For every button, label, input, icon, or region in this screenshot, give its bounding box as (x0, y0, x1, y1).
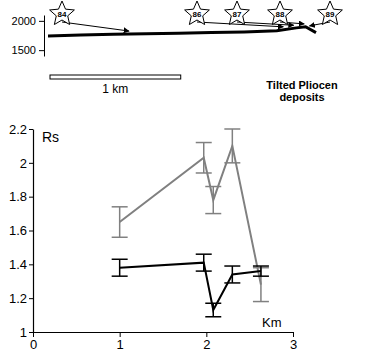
tick: 1500 (12, 44, 44, 56)
tick-label: 2 (203, 337, 210, 352)
error-cap (224, 282, 240, 284)
tick: 3 (290, 332, 297, 352)
station-label: 88 (276, 10, 285, 19)
annotation: Tilted Pliocen (266, 79, 338, 91)
tick: 1.8 (9, 189, 33, 204)
axis-line (44, 16, 45, 57)
annotation: deposits (279, 91, 324, 103)
x-axis: 0 1 2 3 (30, 332, 297, 352)
plot-area (112, 129, 269, 317)
series-line (120, 263, 261, 310)
station-label: 89 (326, 10, 335, 19)
tick: 2 (20, 155, 33, 170)
tick-label: 1.6 (9, 223, 27, 238)
error-bar (119, 207, 121, 237)
stations: 84 86 87 88 89 (50, 1, 343, 31)
error-cap (253, 301, 269, 303)
error-cap (112, 259, 128, 261)
error-cap (112, 237, 128, 239)
error-cap (205, 186, 221, 188)
error-cap (224, 162, 240, 164)
tick-label: 1.2 (9, 291, 27, 306)
tick: 1 (117, 332, 124, 352)
error-bar (119, 259, 121, 276)
station-star (225, 1, 250, 25)
error-cap (196, 142, 212, 144)
error-cap (224, 265, 240, 267)
error-cap (112, 275, 128, 277)
tick-label: 2.2 (9, 122, 27, 137)
error-cap (253, 275, 269, 277)
tick-label: 1 (117, 337, 124, 352)
error-cap (196, 270, 212, 272)
x-axis-title: Km (262, 315, 282, 330)
error-cap (253, 265, 269, 267)
station-arrow (309, 22, 330, 26)
error-bar (213, 303, 215, 317)
scale-bar-label: 1 km (102, 82, 128, 96)
error-cap (205, 316, 221, 318)
tick: 2.2 (9, 122, 33, 137)
error-cap (205, 213, 221, 215)
tick-label: 0 (30, 337, 37, 352)
series (112, 254, 269, 317)
error-cap (196, 253, 212, 255)
tick-label: 2 (20, 155, 27, 170)
station-label: 86 (193, 10, 202, 19)
tick-mark (29, 163, 33, 164)
tick-mark (39, 21, 44, 22)
tick-mark (29, 197, 33, 198)
axis-line (34, 332, 294, 333)
station-arrow (62, 22, 129, 31)
figure: 1500 2000 84 86 87 88 89 1 km Tilted Pliocendepo… (0, 0, 386, 361)
profile-y-axis: 1500 2000 (12, 15, 45, 57)
error-cap (112, 206, 128, 208)
tick-mark (29, 129, 33, 130)
axis-line (33, 130, 34, 333)
error-bar (203, 254, 205, 271)
tick-label: 2000 (12, 15, 36, 27)
y-axis-title: Rs (42, 129, 59, 145)
tick-label: 1.8 (9, 189, 27, 204)
error-bar (213, 187, 215, 214)
y-axis: 1 1.2 1.4 1.6 1.8 2 2.2 (9, 122, 34, 340)
error-bar (260, 266, 262, 276)
error-cap (224, 128, 240, 130)
series (112, 129, 269, 302)
profile-line (48, 27, 316, 36)
error-bar (232, 266, 234, 283)
error-cap (196, 172, 212, 174)
tick: 2000 (12, 15, 44, 27)
tick-mark (29, 298, 33, 299)
station-label: 87 (233, 10, 242, 19)
tick-label: 1500 (12, 44, 36, 56)
tick: 1 (20, 325, 33, 340)
station-label: 84 (58, 10, 67, 19)
scale-bar (50, 75, 181, 79)
profile-plot (48, 27, 316, 36)
tick: 0 (30, 332, 37, 352)
tick-label: 1 (20, 325, 27, 340)
tick-label: 1.4 (9, 257, 27, 272)
tick: 1.4 (9, 257, 33, 272)
tick-mark (29, 231, 33, 232)
tick: 1.2 (9, 291, 33, 306)
station-star (268, 1, 293, 25)
station-star (185, 1, 210, 25)
station-star (318, 1, 343, 25)
error-bar (203, 143, 205, 173)
tick: 1.6 (9, 223, 33, 238)
tick-mark (39, 50, 44, 51)
tick-mark (29, 332, 33, 333)
error-cap (205, 302, 221, 304)
tick-label: 3 (290, 337, 297, 352)
tick-mark (29, 264, 33, 265)
tick: 2 (203, 332, 210, 352)
station-star (50, 1, 75, 25)
error-bar (232, 129, 234, 163)
